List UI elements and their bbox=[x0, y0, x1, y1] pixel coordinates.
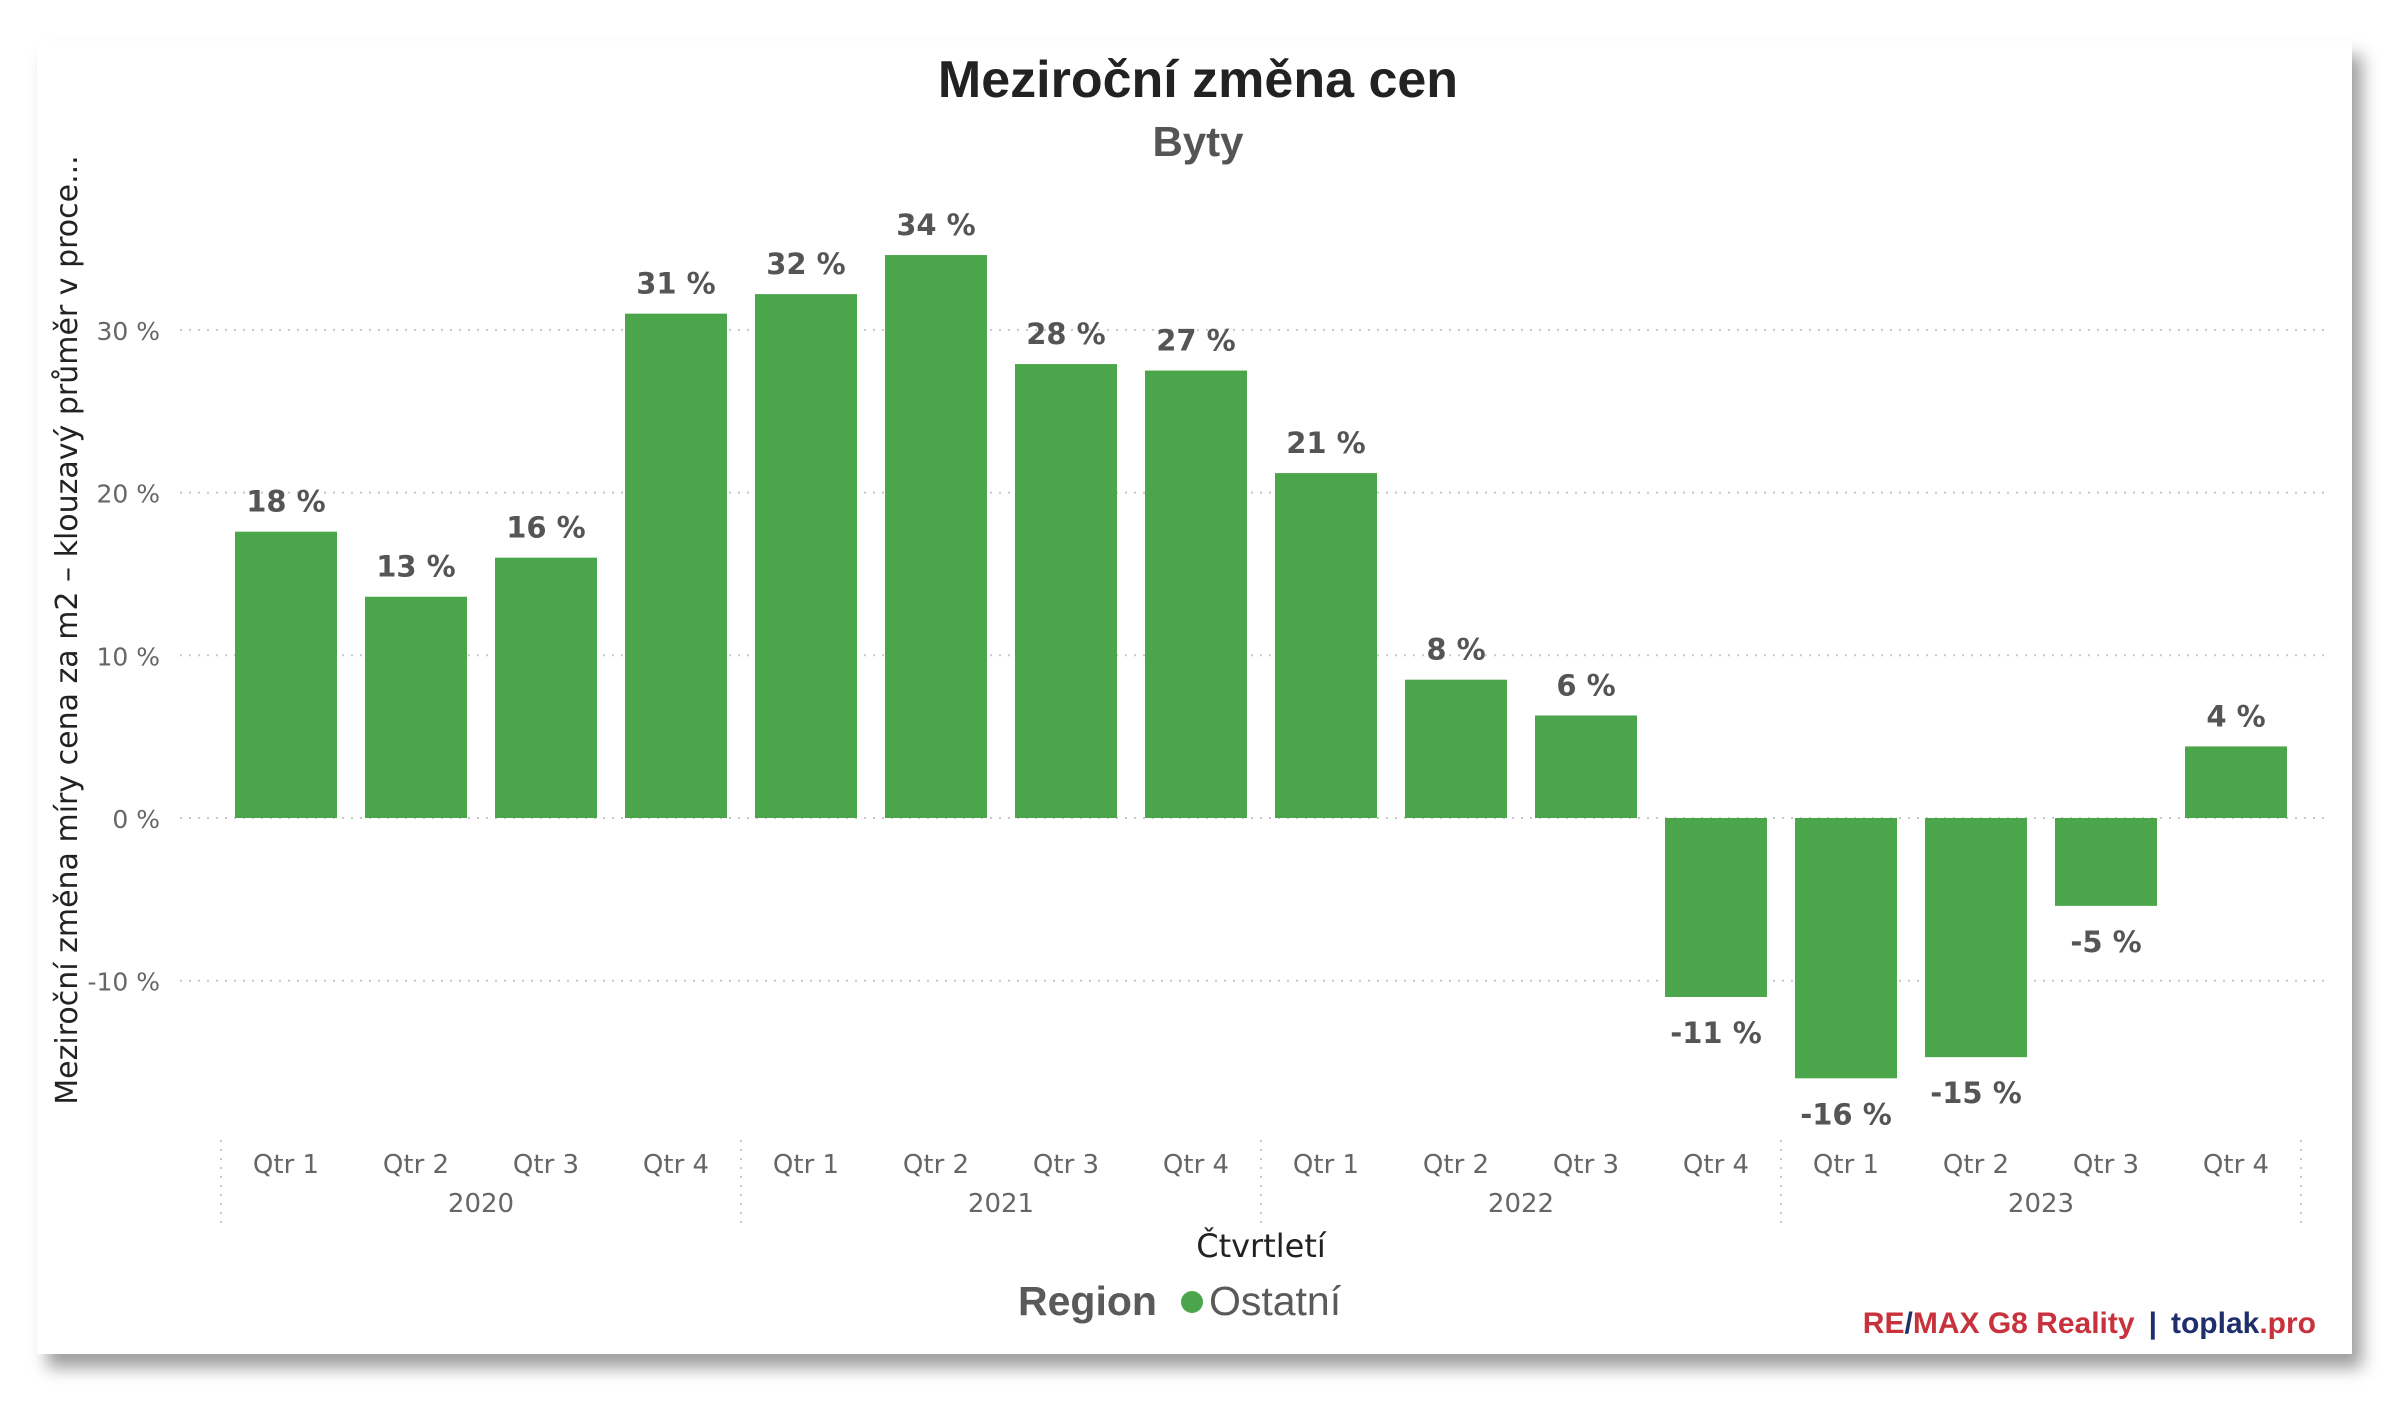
x-tick-label: Qtr 3 bbox=[1033, 1150, 1099, 1180]
data-label: 6 % bbox=[1556, 668, 1615, 702]
chart-title: Meziroční změna cen bbox=[937, 51, 1459, 109]
data-label: -15 % bbox=[1930, 1076, 2022, 1110]
bar bbox=[1275, 473, 1377, 818]
x-tick-label: Qtr 4 bbox=[2203, 1150, 2269, 1180]
data-label: 16 % bbox=[506, 511, 586, 545]
x-tick-label: Qtr 2 bbox=[383, 1150, 449, 1180]
x-axis-title: Čtvrtletí bbox=[1196, 1226, 1327, 1265]
brand-toplak: toplak.pro bbox=[2171, 1307, 2316, 1340]
x-tick-label: Qtr 3 bbox=[513, 1150, 579, 1180]
legend-marker bbox=[1180, 1291, 1203, 1313]
x-tick-label: Qtr 1 bbox=[773, 1150, 839, 1180]
bar bbox=[1925, 818, 2027, 1058]
brand-toplak-tld: .pro bbox=[2259, 1307, 2316, 1340]
y-tick-label: -10 % bbox=[87, 968, 160, 997]
x-axis: Qtr 1 Qtr 2 Qtr 3 Qtr 4 Qtr 1 Qtr 2 Qtr 3 Qtr 4… bbox=[220, 1140, 2302, 1226]
data-label: 32 % bbox=[766, 247, 846, 281]
bar bbox=[885, 255, 987, 819]
brand-separator: | bbox=[2148, 1307, 2157, 1340]
data-label: -5 % bbox=[2070, 925, 2141, 959]
bar bbox=[1535, 715, 1637, 818]
bar bbox=[755, 294, 857, 819]
bar bbox=[2185, 746, 2287, 818]
x-tick-label: Qtr 2 bbox=[1943, 1150, 2009, 1180]
x-tick-label: Qtr 1 bbox=[1293, 1150, 1359, 1180]
brand-remax-slash: / bbox=[1904, 1307, 1913, 1340]
legend-item-label: Ostatní bbox=[1208, 1278, 1342, 1324]
chart-subtitle: Byty bbox=[1152, 118, 1244, 165]
x-year-label: 2020 bbox=[448, 1189, 514, 1219]
x-year-label: 2021 bbox=[968, 1189, 1034, 1219]
bars bbox=[235, 255, 2287, 1079]
y-tick-label: 0 % bbox=[112, 805, 160, 834]
data-label: 18 % bbox=[246, 485, 326, 519]
data-label: -16 % bbox=[1800, 1097, 1892, 1131]
data-label: 34 % bbox=[896, 208, 976, 242]
brand-remax-re: RE bbox=[1862, 1307, 1905, 1340]
brand-toplak-name: toplak bbox=[2170, 1307, 2260, 1340]
data-label: 21 % bbox=[1286, 426, 1366, 460]
y-tick-label: 30 % bbox=[96, 317, 160, 346]
x-tick-label: Qtr 2 bbox=[903, 1150, 969, 1180]
x-tick-label: Qtr 2 bbox=[1423, 1150, 1489, 1180]
x-tick-label: Qtr 4 bbox=[1163, 1150, 1229, 1180]
x-tick-label: Qtr 3 bbox=[1553, 1150, 1619, 1180]
y-tick-label: 20 % bbox=[96, 480, 160, 509]
x-tick-label: Qtr 4 bbox=[1683, 1150, 1749, 1180]
bar bbox=[2055, 818, 2157, 906]
x-year-label: 2023 bbox=[2008, 1189, 2074, 1219]
bar bbox=[625, 313, 727, 818]
data-label: 28 % bbox=[1026, 317, 1106, 351]
y-tick-label: 10 % bbox=[96, 642, 160, 671]
bar bbox=[495, 557, 597, 818]
data-label: 4 % bbox=[2206, 699, 2265, 733]
data-labels: 18 % 13 % 16 % 31 % 32 % 34 % 28 % 27 % 21 % 8 % 6… bbox=[246, 208, 2265, 1131]
bar bbox=[1795, 818, 1897, 1079]
legend-title: Region bbox=[1018, 1278, 1157, 1324]
bar bbox=[235, 531, 337, 818]
data-label: 31 % bbox=[636, 267, 716, 301]
brand-remax-rest: MAX G8 Reality bbox=[1912, 1307, 2135, 1340]
brand-remax: RE/MAX G8 Reality bbox=[1863, 1307, 2135, 1340]
bar bbox=[1015, 364, 1117, 818]
legend: Region Ostatní bbox=[1018, 1278, 1341, 1325]
branding: RE/MAX G8 Reality | toplak.pro bbox=[1863, 1307, 2316, 1341]
y-axis-title: Meziroční změna míry cena za m2 – klouza… bbox=[50, 155, 85, 1104]
y-axis-ticks: -10 % 0 % 10 % 20 % 30 % bbox=[87, 317, 160, 997]
bar bbox=[1405, 679, 1507, 818]
x-year-label: 2022 bbox=[1488, 1189, 1554, 1219]
data-label: 13 % bbox=[376, 550, 456, 584]
bar bbox=[1145, 370, 1247, 818]
x-tick-label: Qtr 3 bbox=[2073, 1150, 2139, 1180]
data-label: 27 % bbox=[1156, 324, 1236, 358]
x-tick-label: Qtr 4 bbox=[643, 1150, 709, 1180]
data-label: -11 % bbox=[1670, 1016, 1762, 1050]
x-tick-label: Qtr 1 bbox=[1813, 1150, 1879, 1180]
data-label: 8 % bbox=[1426, 633, 1485, 667]
bar bbox=[365, 596, 467, 818]
x-tick-label: Qtr 1 bbox=[253, 1150, 319, 1180]
bar bbox=[1665, 818, 1767, 997]
